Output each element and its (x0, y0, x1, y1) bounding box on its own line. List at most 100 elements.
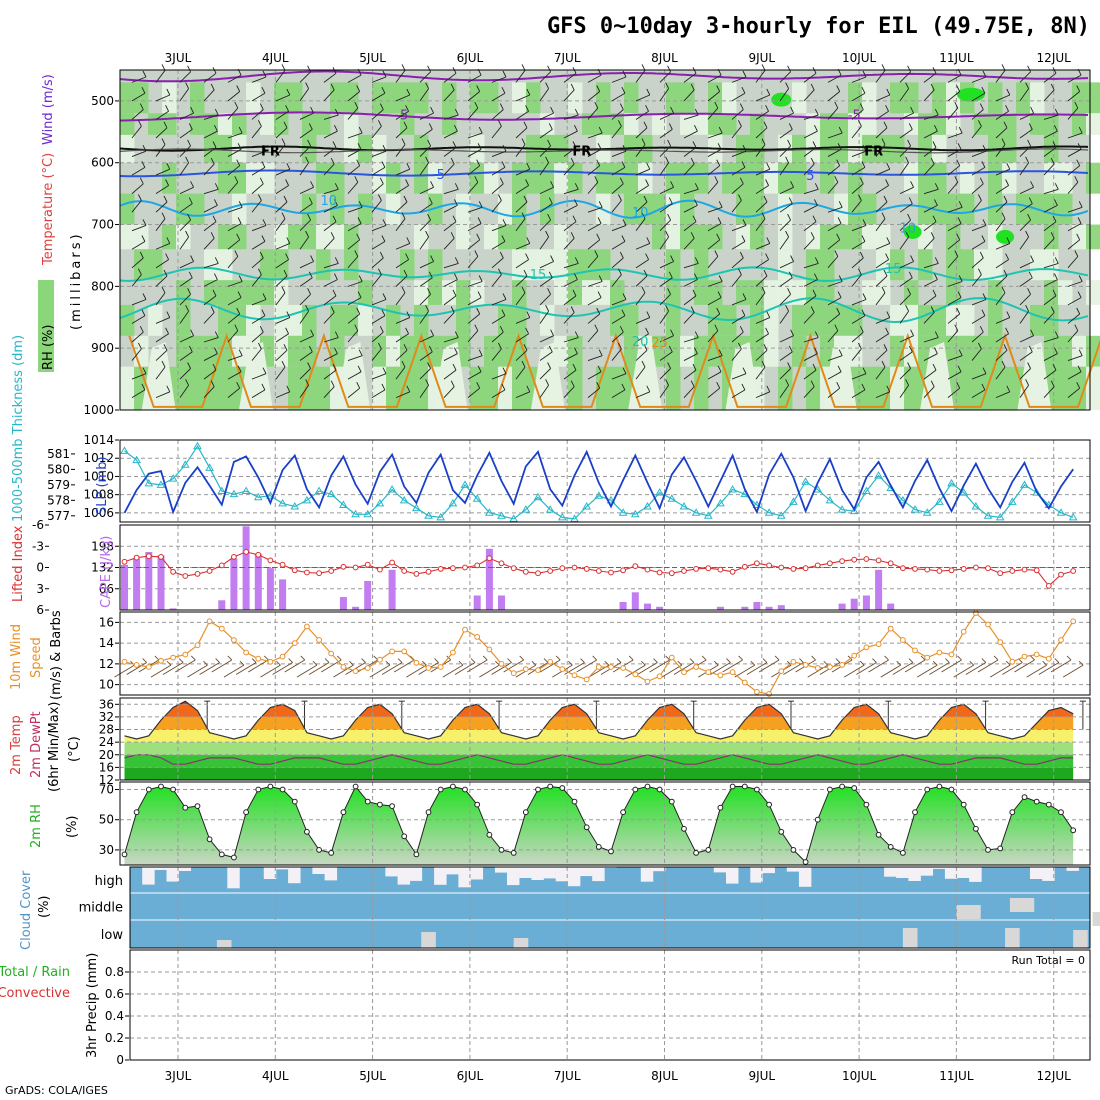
wind-barb (491, 315, 506, 324)
rh-cell (120, 82, 135, 114)
wind-barb-feather (550, 181, 555, 188)
wind-barb-feather (142, 293, 147, 300)
rh-cell (162, 162, 177, 194)
rh-cell (988, 82, 1003, 114)
wind-barb (203, 312, 215, 324)
wind-barb-feather (163, 269, 168, 277)
series-marker (1045, 655, 1052, 662)
wind10m-label-1: 10m Wind (9, 624, 24, 690)
series-marker (1033, 567, 1040, 574)
rh-cell (498, 335, 513, 367)
series-marker (802, 565, 809, 572)
isotherm-label: 15 (530, 268, 547, 283)
wind-barb (995, 110, 1009, 120)
wind-barb-feather (1030, 255, 1035, 262)
isotherm (119, 148, 1089, 154)
wind-barb-feather (499, 177, 504, 185)
wind-barb-feather (521, 138, 526, 145)
isotherm-label: 5 (437, 168, 445, 183)
series-marker (924, 786, 931, 793)
wind-barb-feather (1030, 329, 1035, 336)
wind-barb (131, 183, 144, 194)
wind-barb-feather (619, 251, 624, 259)
cloud-high-gap (932, 867, 946, 869)
wind-barb (755, 366, 766, 380)
wind-barb-feather (285, 327, 290, 335)
wind-barb-feather (161, 360, 166, 368)
rh2m-frame (119, 781, 1091, 866)
wind-barb-feather (526, 237, 531, 244)
cloud-high-gap (519, 867, 532, 878)
wind-barb-feather (788, 123, 793, 130)
wind-barb (203, 163, 215, 176)
wind-barb (323, 353, 338, 361)
y-tick-label: 24 (99, 735, 114, 749)
series-marker (314, 486, 324, 495)
wind-barb-feather (717, 291, 722, 298)
wind-barb-feather (210, 306, 215, 313)
wind-barb-feather (982, 367, 987, 374)
series-marker (450, 565, 456, 572)
wind-barb (875, 70, 886, 83)
wind-barb (731, 257, 744, 269)
wind-barb-feather (474, 250, 479, 257)
rh-cell (288, 82, 303, 114)
wind-barb-feather (617, 268, 622, 275)
wind-barb (1067, 297, 1082, 306)
wind-barb-feather (286, 311, 291, 318)
rh-cell (736, 280, 751, 305)
wind-barb-feather (763, 121, 768, 129)
wind-barb (467, 313, 480, 324)
cloud-high-gap (798, 867, 812, 887)
wind-barb-feather (381, 161, 386, 168)
series-marker (837, 505, 847, 513)
rh-cell (176, 366, 191, 410)
wind-barb-feather (726, 658, 731, 663)
cape-bar (121, 564, 128, 610)
cape-bar (388, 569, 396, 610)
wind-barb (683, 237, 695, 250)
wind-barb (443, 130, 458, 139)
wind-barb-feather (884, 655, 889, 661)
wind-barb (755, 110, 769, 120)
wind-barb (155, 242, 170, 250)
wind-barb-feather (1030, 106, 1035, 114)
rh-cell (694, 249, 709, 281)
rh-cell (750, 335, 765, 367)
rh-cell (526, 162, 541, 194)
wind-barb (947, 107, 959, 120)
isotherm-label: -5 (395, 109, 408, 124)
series-marker (632, 671, 639, 678)
wind-barb (419, 203, 433, 213)
wind-barb (803, 279, 818, 287)
wind-barb (635, 168, 650, 176)
wind-barb-feather (161, 64, 166, 71)
series-marker (1020, 480, 1029, 488)
rh-cell (708, 82, 723, 114)
wind-barb (251, 315, 266, 324)
rh-cell (890, 304, 905, 336)
wind-barb-feather (1027, 288, 1032, 295)
thickness-line (124, 445, 1074, 520)
wind-barb (587, 297, 602, 306)
wind-barb (916, 664, 938, 678)
wind-barb (635, 317, 650, 324)
rh-cell (750, 162, 765, 194)
wind-barb-feather (810, 306, 815, 313)
wind-barb-feather (761, 138, 766, 145)
wind-barb-feather (861, 309, 866, 316)
y-tick-label: 578 (47, 493, 70, 507)
series-marker (802, 662, 809, 668)
wind-barb-feather (213, 347, 218, 354)
wind-barb-feather (1025, 379, 1030, 386)
rh-cell (890, 366, 905, 410)
wind-barb (395, 185, 409, 195)
series-marker (630, 509, 640, 518)
wind-barb-feather (1077, 365, 1082, 373)
wind-barb-feather (474, 324, 479, 331)
wind-barb (251, 183, 264, 194)
wind-barb (803, 147, 817, 157)
y-tick-label: 579 (47, 478, 70, 492)
wind-barb-feather (643, 269, 648, 277)
wind-barb (971, 150, 987, 157)
